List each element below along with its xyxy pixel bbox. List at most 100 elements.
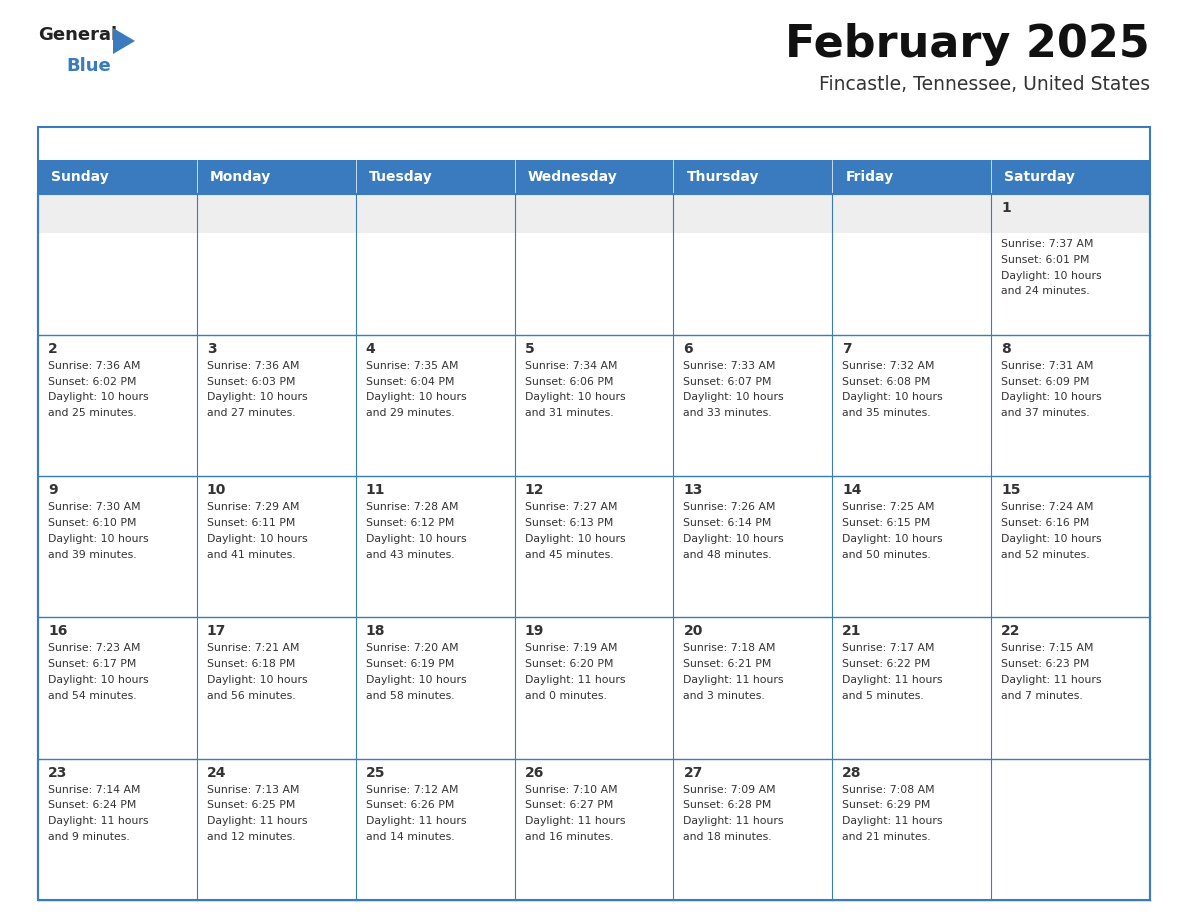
Text: Daylight: 10 hours: Daylight: 10 hours <box>525 533 625 543</box>
Bar <box>674 618 833 758</box>
Text: 21: 21 <box>842 624 861 638</box>
Text: 7: 7 <box>842 341 852 356</box>
Text: 3: 3 <box>207 341 216 356</box>
Bar <box>674 233 833 335</box>
Text: Sunrise: 7:37 AM: Sunrise: 7:37 AM <box>1001 239 1094 249</box>
Bar <box>38 335 197 476</box>
Text: Sunrise: 7:27 AM: Sunrise: 7:27 AM <box>525 502 617 512</box>
Text: 18: 18 <box>366 624 385 638</box>
Text: Daylight: 10 hours: Daylight: 10 hours <box>207 392 308 402</box>
Bar <box>991 233 1150 335</box>
Text: Sunrise: 7:12 AM: Sunrise: 7:12 AM <box>366 785 459 795</box>
Text: Daylight: 11 hours: Daylight: 11 hours <box>683 816 784 826</box>
Text: and 5 minutes.: and 5 minutes. <box>842 691 924 700</box>
Text: Sunrise: 7:32 AM: Sunrise: 7:32 AM <box>842 361 935 371</box>
Text: Daylight: 11 hours: Daylight: 11 hours <box>683 675 784 685</box>
Bar <box>514 618 674 758</box>
Text: 24: 24 <box>207 766 227 779</box>
Bar <box>355 618 514 758</box>
Bar <box>514 476 674 618</box>
Text: Daylight: 10 hours: Daylight: 10 hours <box>1001 271 1101 281</box>
Text: Daylight: 10 hours: Daylight: 10 hours <box>842 392 943 402</box>
Bar <box>197 618 355 758</box>
Text: Daylight: 11 hours: Daylight: 11 hours <box>842 816 943 826</box>
Text: and 31 minutes.: and 31 minutes. <box>525 409 613 419</box>
Text: Wednesday: Wednesday <box>527 170 618 184</box>
Text: and 21 minutes.: and 21 minutes. <box>842 832 931 842</box>
Bar <box>38 127 1150 900</box>
Bar <box>514 194 674 233</box>
Text: Friday: Friday <box>846 170 893 184</box>
Text: 11: 11 <box>366 483 385 498</box>
Text: Sunset: 6:22 PM: Sunset: 6:22 PM <box>842 659 930 669</box>
Text: and 41 minutes.: and 41 minutes. <box>207 550 296 559</box>
Text: Sunrise: 7:36 AM: Sunrise: 7:36 AM <box>207 361 299 371</box>
Text: Sunset: 6:29 PM: Sunset: 6:29 PM <box>842 800 930 811</box>
Text: Daylight: 11 hours: Daylight: 11 hours <box>525 816 625 826</box>
Text: 9: 9 <box>48 483 58 498</box>
Bar <box>38 476 197 618</box>
Bar <box>197 233 355 335</box>
Text: Thursday: Thursday <box>687 170 759 184</box>
Text: Sunset: 6:15 PM: Sunset: 6:15 PM <box>842 518 930 528</box>
Text: Daylight: 11 hours: Daylight: 11 hours <box>366 816 466 826</box>
Text: Sunrise: 7:21 AM: Sunrise: 7:21 AM <box>207 644 299 654</box>
Text: and 56 minutes.: and 56 minutes. <box>207 691 296 700</box>
Bar <box>197 160 355 194</box>
Text: Sunday: Sunday <box>51 170 109 184</box>
Text: Sunrise: 7:13 AM: Sunrise: 7:13 AM <box>207 785 299 795</box>
Text: and 45 minutes.: and 45 minutes. <box>525 550 613 559</box>
Bar <box>197 476 355 618</box>
Text: Sunrise: 7:19 AM: Sunrise: 7:19 AM <box>525 644 617 654</box>
Bar <box>674 758 833 900</box>
Bar <box>38 194 197 233</box>
Text: Sunrise: 7:29 AM: Sunrise: 7:29 AM <box>207 502 299 512</box>
Text: and 9 minutes.: and 9 minutes. <box>48 832 129 842</box>
Bar <box>514 233 674 335</box>
Bar <box>514 160 674 194</box>
Text: Blue: Blue <box>67 57 110 75</box>
Text: 25: 25 <box>366 766 385 779</box>
Text: and 43 minutes.: and 43 minutes. <box>366 550 454 559</box>
Text: Sunset: 6:17 PM: Sunset: 6:17 PM <box>48 659 137 669</box>
Text: Daylight: 10 hours: Daylight: 10 hours <box>525 392 625 402</box>
Text: Sunset: 6:04 PM: Sunset: 6:04 PM <box>366 376 454 386</box>
Bar <box>38 233 197 335</box>
Text: and 29 minutes.: and 29 minutes. <box>366 409 454 419</box>
Text: 23: 23 <box>48 766 68 779</box>
Text: Sunrise: 7:10 AM: Sunrise: 7:10 AM <box>525 785 618 795</box>
Text: Sunrise: 7:30 AM: Sunrise: 7:30 AM <box>48 502 140 512</box>
Text: 13: 13 <box>683 483 703 498</box>
Text: 8: 8 <box>1001 341 1011 356</box>
Text: and 14 minutes.: and 14 minutes. <box>366 832 454 842</box>
Text: Sunrise: 7:14 AM: Sunrise: 7:14 AM <box>48 785 140 795</box>
Bar <box>38 160 197 194</box>
Text: Daylight: 11 hours: Daylight: 11 hours <box>207 816 308 826</box>
Bar <box>674 476 833 618</box>
Bar <box>514 758 674 900</box>
Text: Sunset: 6:16 PM: Sunset: 6:16 PM <box>1001 518 1089 528</box>
Text: Sunrise: 7:31 AM: Sunrise: 7:31 AM <box>1001 361 1094 371</box>
Text: 27: 27 <box>683 766 703 779</box>
Bar <box>38 618 197 758</box>
Text: and 18 minutes.: and 18 minutes. <box>683 832 772 842</box>
Bar <box>674 194 833 233</box>
Bar <box>991 618 1150 758</box>
Text: Sunset: 6:28 PM: Sunset: 6:28 PM <box>683 800 772 811</box>
Text: and 24 minutes.: and 24 minutes. <box>1001 286 1089 297</box>
Text: Sunrise: 7:33 AM: Sunrise: 7:33 AM <box>683 361 776 371</box>
Text: 17: 17 <box>207 624 226 638</box>
Text: Sunset: 6:27 PM: Sunset: 6:27 PM <box>525 800 613 811</box>
Bar <box>355 335 514 476</box>
Text: Daylight: 10 hours: Daylight: 10 hours <box>48 392 148 402</box>
Text: 4: 4 <box>366 341 375 356</box>
Text: Sunrise: 7:17 AM: Sunrise: 7:17 AM <box>842 644 935 654</box>
Text: Monday: Monday <box>210 170 271 184</box>
Text: Sunrise: 7:24 AM: Sunrise: 7:24 AM <box>1001 502 1094 512</box>
Text: Sunrise: 7:25 AM: Sunrise: 7:25 AM <box>842 502 935 512</box>
Text: and 52 minutes.: and 52 minutes. <box>1001 550 1089 559</box>
Text: Sunset: 6:18 PM: Sunset: 6:18 PM <box>207 659 296 669</box>
Bar <box>674 160 833 194</box>
Text: Sunrise: 7:09 AM: Sunrise: 7:09 AM <box>683 785 776 795</box>
Text: Sunrise: 7:35 AM: Sunrise: 7:35 AM <box>366 361 459 371</box>
